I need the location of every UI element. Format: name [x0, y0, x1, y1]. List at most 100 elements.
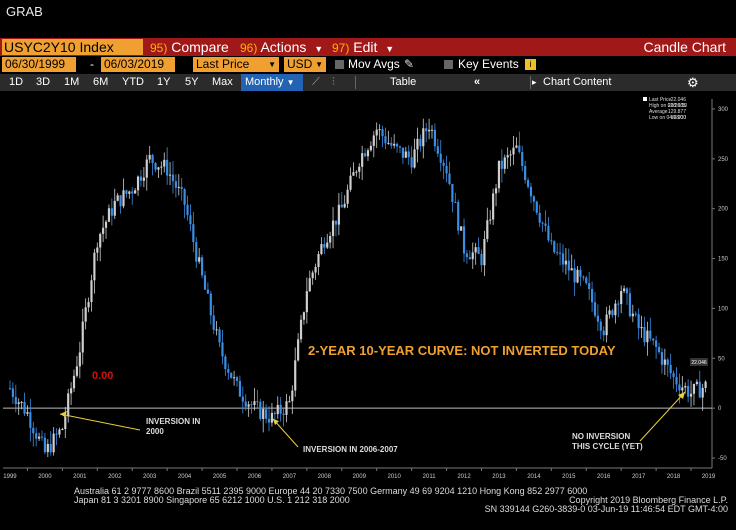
candle-body — [311, 272, 314, 279]
period-3d[interactable]: 3D — [36, 76, 51, 88]
candle-body — [369, 145, 372, 151]
currency-select[interactable]: USD ▼ — [284, 57, 326, 72]
candle-body — [46, 443, 49, 453]
period-ytd[interactable]: YTD — [122, 76, 144, 88]
candle-body — [247, 404, 250, 407]
pencil-icon[interactable]: ✎ — [404, 57, 415, 71]
chevron-down-icon: ▼ — [314, 44, 324, 54]
candle-body — [317, 253, 320, 267]
candle-body — [288, 401, 291, 403]
candle-body — [84, 307, 87, 322]
x-tick-label: 2010 — [387, 474, 401, 480]
legend-average-val: 129.877 — [668, 109, 686, 115]
table-button[interactable]: Table — [390, 76, 417, 88]
period-1m[interactable]: 1M — [64, 76, 80, 88]
y-tick-label: 50 — [718, 356, 725, 362]
y-axis: 300 250 200 150 100 50 0 -50 — [711, 99, 729, 468]
command-toolbar — [0, 38, 736, 56]
candle-chart-icon[interactable]: ⫶ — [332, 76, 335, 88]
arrow-2000 — [59, 413, 141, 431]
ticker-field[interactable]: USYC2Y10 Index — [2, 39, 143, 55]
x-tick-label: 2006 — [248, 474, 262, 480]
candle-body — [297, 339, 300, 361]
candle-body — [631, 313, 634, 317]
candle-body — [608, 310, 611, 315]
start-date-field[interactable]: 06/30/1999 — [2, 57, 76, 72]
key-events-checkbox[interactable] — [444, 60, 453, 69]
compare-button[interactable]: 95) Compare — [150, 38, 229, 56]
candle-body — [104, 221, 108, 228]
candle-body — [241, 396, 244, 402]
candle-chart: 300 250 200 150 100 50 0 -50 1999 2000 2001 2002 20… — [3, 93, 729, 480]
gear-icon[interactable]: ⚙ — [687, 75, 699, 90]
candle-body — [352, 172, 355, 176]
candle-body — [384, 136, 387, 144]
period-5y[interactable]: 5Y — [185, 76, 199, 88]
candle-body — [113, 200, 116, 216]
candle-body — [681, 387, 684, 391]
footer-contacts-2: Japan 81 3 3201 8900 Singapore 65 6212 1… — [74, 495, 350, 505]
candle-body — [273, 412, 276, 415]
period-bar — [0, 74, 736, 91]
no-inversion-line2: THIS CYCLE (YET) — [572, 442, 643, 451]
mov-avgs-checkbox[interactable] — [335, 60, 344, 69]
compare-number: 95) — [150, 41, 168, 55]
candle-body — [151, 154, 154, 164]
candle-body — [244, 401, 247, 407]
candle-body — [378, 129, 381, 131]
arrow-nocycle — [639, 391, 686, 442]
candle-body — [672, 373, 675, 378]
footer-serial: SN 339144 G260-3839-0 03-Jun-19 11:46:54… — [484, 504, 728, 514]
candle-body — [547, 225, 550, 241]
candle-body — [506, 155, 509, 158]
edit-button[interactable]: 97) Edit ▼ — [332, 38, 394, 56]
candle-body — [524, 166, 527, 181]
candle-body — [611, 310, 614, 316]
candle-body — [640, 326, 643, 329]
price-field-select[interactable]: Last Price ▼ — [193, 57, 279, 72]
candle-body — [29, 412, 32, 428]
candle-body — [116, 195, 119, 201]
candle-body — [582, 276, 585, 278]
period-1d[interactable]: 1D — [9, 76, 24, 88]
actions-number: 96) — [240, 41, 258, 55]
frequency-select[interactable]: Monthly ▼ — [241, 74, 303, 91]
candle-body — [262, 409, 265, 419]
collapse-icon[interactable]: « — [474, 76, 481, 88]
edit-label: Edit — [353, 39, 378, 55]
candle-body — [474, 247, 477, 253]
chart-content-button[interactable]: Chart Content — [543, 76, 612, 88]
x-tick-label: 2015 — [562, 474, 576, 480]
candle-body — [687, 386, 690, 397]
candle-body — [503, 157, 506, 169]
period-max[interactable]: Max — [212, 76, 233, 88]
chevron-down-icon: ▼ — [315, 60, 323, 69]
info-icon[interactable]: i — [525, 59, 536, 70]
candle-body — [40, 436, 44, 438]
end-date-field[interactable]: 06/03/2019 — [101, 57, 175, 72]
period-1y[interactable]: 1Y — [157, 76, 171, 88]
candle-body — [529, 186, 533, 197]
candle-body — [256, 401, 259, 403]
candle-body — [125, 190, 128, 194]
period-6m[interactable]: 6M — [93, 76, 109, 88]
candle-body — [361, 153, 364, 167]
candle-body — [305, 291, 308, 313]
line-chart-icon[interactable]: ⟋ — [312, 76, 320, 88]
actions-label: Actions — [260, 39, 307, 55]
candle-body — [102, 227, 105, 234]
candle-body — [596, 315, 599, 322]
candle-body — [160, 166, 163, 168]
candle-body — [61, 428, 64, 430]
actions-button[interactable]: 96) Actions ▼ — [240, 38, 323, 56]
candle-body — [279, 404, 282, 414]
candle-body — [550, 240, 553, 242]
candle-body — [154, 163, 157, 170]
candle-body — [285, 401, 288, 415]
candle-body — [326, 242, 329, 248]
candle-body — [235, 377, 239, 382]
candle-body — [599, 321, 602, 331]
candle-body — [390, 142, 393, 146]
x-tick-label: 2019 — [702, 474, 716, 480]
settings-bar — [0, 57, 736, 73]
